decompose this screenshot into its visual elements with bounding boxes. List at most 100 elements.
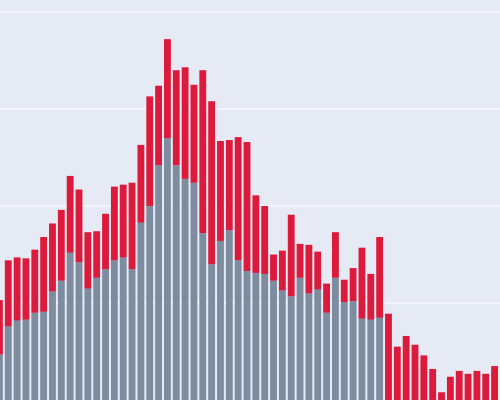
bar-base-32	[278, 290, 286, 400]
bar-top-44	[385, 313, 392, 400]
bar-top-37	[323, 283, 330, 313]
bar-base-14	[119, 257, 127, 400]
bar-top-15	[128, 182, 136, 270]
bar-base-6	[49, 291, 56, 400]
bar-top-45	[393, 346, 401, 400]
bar-top-16	[137, 144, 145, 223]
bar-base-29	[252, 272, 260, 400]
bar-top-40	[349, 268, 357, 302]
bar-top-7	[57, 209, 65, 281]
bar-top-10	[84, 232, 92, 289]
bar-base-23	[199, 233, 207, 400]
bar-base-31	[270, 280, 277, 400]
bar-top-2	[13, 257, 21, 321]
bar-top-38	[332, 232, 339, 278]
bar-top-17	[146, 96, 154, 206]
bar-top-42	[367, 273, 375, 320]
bar-base-38	[332, 277, 339, 400]
bar-base-20	[172, 165, 180, 400]
bar-top-46	[402, 335, 410, 400]
bar-top-29	[252, 195, 260, 273]
bar-base-17	[146, 206, 154, 400]
bar-base-37	[323, 312, 330, 400]
bar-top-39	[340, 279, 348, 303]
bar-top-31	[270, 254, 277, 281]
bar-top-43	[376, 237, 384, 318]
bar-top-53	[464, 373, 472, 400]
bar-top-41	[358, 247, 366, 319]
bar-top-48	[420, 355, 428, 400]
bar-base-33	[287, 296, 295, 400]
bar-top-5	[40, 237, 48, 312]
bar-top-33	[287, 214, 295, 297]
bar-base-11	[93, 277, 101, 400]
bar-top-52	[455, 370, 463, 400]
bar-base-21	[181, 178, 189, 400]
bar-top-13	[110, 186, 118, 261]
bar-top-6	[49, 223, 56, 292]
bar-base-40	[349, 301, 357, 400]
bar-top-26	[225, 140, 233, 231]
bar-base-28	[243, 270, 251, 400]
bar-base-26	[225, 230, 233, 400]
bar-base-36	[314, 289, 322, 400]
bar-top-32	[278, 250, 286, 291]
bar-top-3	[22, 258, 30, 320]
bar-base-39	[340, 302, 348, 400]
bar-base-25	[217, 240, 224, 400]
bar-top-54	[473, 370, 481, 400]
bars	[0, 39, 498, 400]
bar-top-34	[296, 243, 304, 278]
bar-base-12	[102, 269, 109, 400]
bar-base-18	[155, 165, 162, 400]
bar-base-30	[261, 273, 269, 400]
bar-top-24	[208, 101, 216, 265]
bar-top-0	[0, 300, 3, 355]
bar-base-2	[13, 320, 21, 400]
bar-base-43	[376, 317, 384, 400]
bar-top-27	[234, 137, 242, 261]
bar-base-7	[57, 280, 65, 400]
bar-top-50	[438, 392, 445, 400]
bar-top-55	[482, 373, 490, 400]
bar-base-19	[164, 138, 171, 400]
bar-top-4	[31, 249, 39, 313]
bar-top-51	[446, 376, 454, 400]
bar-top-22	[190, 84, 198, 183]
bar-base-42	[367, 319, 375, 400]
bar-base-3	[22, 319, 30, 400]
bar-base-9	[75, 262, 83, 400]
bar-top-36	[314, 251, 322, 290]
bar-base-15	[128, 269, 136, 400]
bar-top-21	[181, 67, 189, 179]
bar-base-5	[40, 311, 48, 400]
bar-top-12	[102, 213, 109, 270]
bar-base-16	[137, 222, 145, 400]
bar-base-35	[305, 293, 313, 400]
bar-top-56	[491, 366, 498, 400]
bar-top-14	[119, 184, 127, 258]
bar-top-23	[199, 70, 207, 234]
bar-base-10	[84, 288, 92, 400]
bar-base-41	[358, 318, 366, 400]
bar-top-9	[75, 189, 83, 263]
bar-base-22	[190, 182, 198, 400]
bar-top-18	[155, 85, 162, 166]
bar-top-47	[411, 344, 419, 400]
bar-base-8	[66, 252, 74, 400]
bar-base-0	[0, 354, 3, 400]
bar-top-28	[243, 141, 251, 271]
bar-base-1	[4, 326, 12, 400]
bar-base-4	[31, 312, 39, 400]
bar-base-27	[234, 260, 242, 400]
bar-top-20	[172, 70, 180, 166]
bar-base-13	[110, 260, 118, 400]
bar-top-19	[164, 39, 171, 139]
bar-top-49	[429, 368, 437, 400]
bar-top-35	[305, 244, 313, 294]
bar-base-34	[296, 277, 304, 400]
bar-top-30	[261, 206, 269, 274]
bar-top-25	[217, 141, 224, 241]
